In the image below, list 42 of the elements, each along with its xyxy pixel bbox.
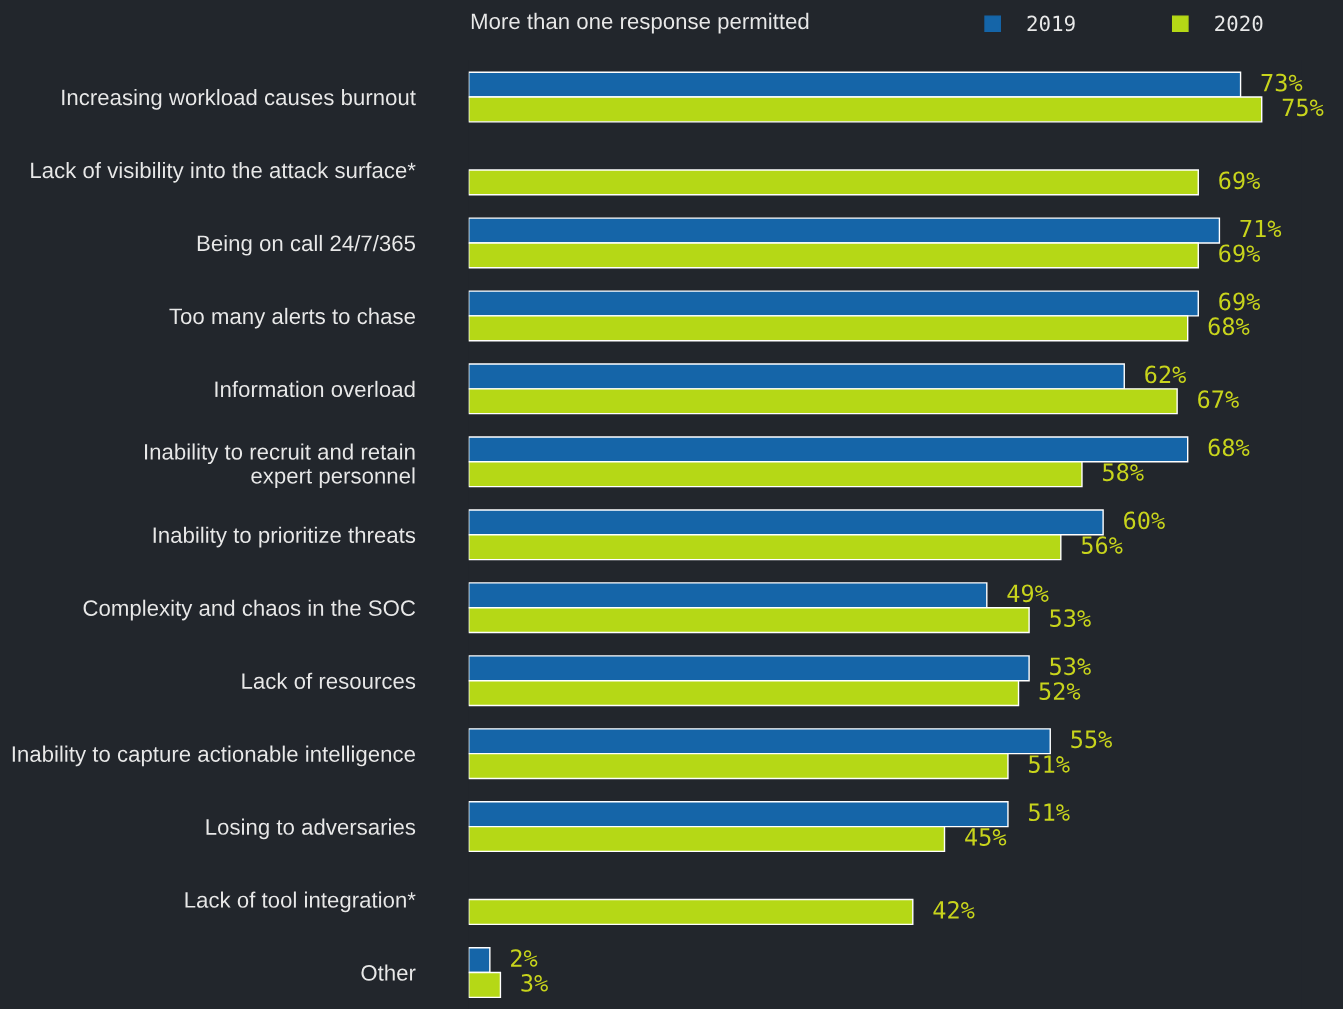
data-label: 58% [1103, 463, 1144, 482]
data-label: 67% [1198, 390, 1239, 409]
data-label: 45% [965, 828, 1007, 846]
bar [468, 169, 1199, 196]
y-tick-label: Inability to prioritize threats [153, 526, 416, 548]
data-label: 62% [1145, 365, 1186, 384]
data-label: 56% [1081, 536, 1123, 555]
data-label: 42% [933, 901, 975, 919]
y-tick-label: Increasing workload causes burnout [62, 88, 416, 110]
y-tick-label: Inability to recruit and retain expert personnel [145, 443, 415, 489]
data-label: 51% [1029, 755, 1070, 773]
data-label: 69% [1219, 292, 1260, 311]
y-tick-label: Being on call 24/7/365 [197, 234, 416, 256]
y-tick-label: Complexity and chaos in the SOC [83, 599, 416, 621]
y-tick-label: Inability to capture actionable intelligence [12, 745, 415, 767]
legend-label: 2020 [1215, 15, 1263, 32]
data-label: 51% [1029, 803, 1070, 822]
data-label: 53% [1050, 657, 1091, 676]
data-label: 69% [1219, 244, 1260, 263]
y-tick-label: Information overload [215, 380, 415, 398]
bar [468, 898, 914, 926]
data-label: 71% [1240, 219, 1282, 238]
data-label: 68% [1208, 317, 1250, 336]
y-tick-label: Losing to adversaries [206, 818, 416, 840]
data-label: 3% [521, 973, 548, 992]
data-label: 2% [511, 949, 538, 967]
y-tick-label: Lack of resources [242, 672, 416, 689]
data-label: 68% [1208, 438, 1250, 457]
chart-title: More than one response permitted [471, 12, 809, 34]
data-label: 69% [1219, 171, 1260, 190]
data-label: 55% [1071, 730, 1112, 749]
y-tick-label: Other [361, 964, 416, 981]
legend-label: 2019 [1027, 15, 1075, 32]
data-label: 75% [1282, 98, 1324, 117]
data-label: 60% [1124, 511, 1165, 530]
data-label: 73% [1261, 73, 1303, 92]
data-label: 53% [1050, 609, 1091, 628]
data-label: 52% [1039, 682, 1081, 700]
y-tick-label: Too many alerts to chase [169, 307, 415, 329]
y-tick-label: Lack of tool integration* [185, 891, 416, 913]
data-label: 49% [1007, 584, 1049, 603]
y-tick-label: Lack of visibility into the attack surface* [31, 161, 416, 183]
